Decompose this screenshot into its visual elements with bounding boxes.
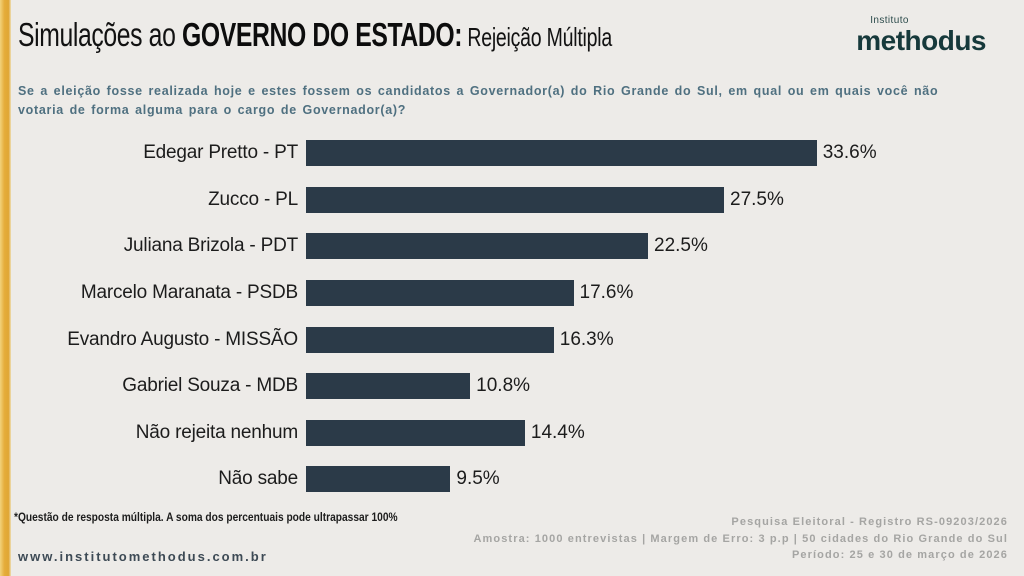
methodus-logo: Instituto methodus (856, 16, 986, 55)
bar-category-label: Evandro Augusto - MISSÃO (67, 328, 298, 350)
chart-row: Não sabe 9.5% (18, 456, 1008, 503)
bar (306, 140, 817, 167)
survey-metadata: Pesquisa Eleitoral - Registro RS-09203/2… (473, 514, 1008, 564)
bar-value-label: 14.4% (530, 421, 585, 443)
title-main: GOVERNO DO ESTADO: (181, 16, 463, 53)
bar-value-label: 27.5% (730, 188, 784, 210)
bar-value-label: 17.6% (579, 282, 634, 304)
bar-value-label: 22.5% (654, 235, 708, 257)
survey-question-line2: votaria de forma alguma para o cargo de … (18, 103, 407, 117)
chart-row: Evandro Augusto - MISSÃO 16.3% (18, 316, 1008, 363)
chart-row: Edegar Pretto - PT 33.6% (18, 130, 1008, 177)
title-suffix: Rejeição Múltipla (462, 22, 613, 52)
bar (306, 326, 554, 353)
bar-category-label: Zucco - PL (208, 188, 298, 210)
bar-value-label: 9.5% (456, 468, 500, 490)
title-prefix: Simulações ao (18, 16, 182, 53)
survey-question-line1: Se a eleição fosse realizada hoje e este… (18, 84, 939, 98)
chart-row: Juliana Brizola - PDT 22.5% (18, 223, 1008, 270)
bar-value-label: 33.6% (822, 142, 877, 164)
bar (306, 373, 471, 400)
chart-row: Gabriel Souza - MDB 10.8% (18, 363, 1008, 410)
chart-row: Zucco - PL 27.5% (18, 177, 1008, 224)
period-line: Período: 25 e 30 de março de 2026 (791, 549, 1008, 561)
bar-category-label: Não rejeita nenhum (135, 421, 298, 443)
bar-value-label: 16.3% (559, 328, 614, 350)
survey-question: Se a eleição fosse realizada hoje e este… (18, 82, 998, 120)
page-title: Simulações ao GOVERNO DO ESTADO: Rejeiçã… (18, 16, 612, 54)
chart-row: Não rejeita nenhum 14.4% (18, 410, 1008, 457)
chart-row: Marcelo Maranata - PSDB 17.6% (18, 270, 1008, 317)
bar (306, 466, 451, 493)
chart-footnote: *Questão de resposta múltipla. A soma do… (14, 510, 398, 524)
bar (306, 280, 574, 307)
bar-category-label: Gabriel Souza - MDB (122, 375, 298, 397)
accent-stripe (0, 0, 11, 576)
rejection-bar-chart: Edegar Pretto - PT 33.6% Zucco - PL 27.5% Ju… (18, 130, 1008, 503)
bar-category-label: Marcelo Maranata - PSDB (80, 282, 298, 304)
bar-category-label: Não sabe (218, 468, 298, 490)
chart-rows: Edegar Pretto - PT 33.6% Zucco - PL 27.5% Ju… (18, 130, 1008, 503)
logo-institute-label: Instituto (870, 15, 909, 26)
registry-line: Pesquisa Eleitoral - Registro RS-09203/2… (731, 516, 1008, 528)
logo-name: methodus (856, 25, 986, 56)
bar-category-label: Juliana Brizola - PDT (123, 235, 298, 257)
bar (306, 186, 724, 213)
bar (306, 233, 648, 260)
sample-line: Amostra: 1000 entrevistas | Margem de Er… (473, 532, 1008, 545)
bar-category-label: Edegar Pretto - PT (143, 142, 298, 164)
website-url: www.institutomethodus.com.br (18, 549, 268, 564)
bar (306, 419, 525, 446)
bar-value-label: 10.8% (476, 375, 531, 397)
